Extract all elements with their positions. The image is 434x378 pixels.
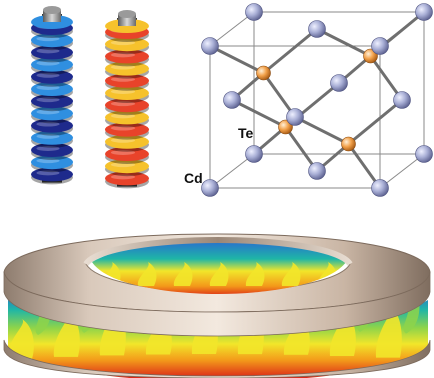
- cadmium-atom: [371, 37, 389, 55]
- cadmium-atom: [415, 145, 433, 163]
- tellurium-atom: [363, 48, 378, 64]
- orange-coil-turn-highlight: [110, 150, 136, 155]
- blue-coil-turn: [31, 82, 73, 96]
- cd-te-bond: [284, 125, 319, 173]
- orange-coil: [105, 10, 149, 189]
- cell-edge: [379, 153, 425, 189]
- orange-coil-turn: [105, 49, 149, 64]
- cadmium-atom: [371, 179, 389, 197]
- orange-coil-turn-highlight: [110, 162, 136, 168]
- blue-coil-turn-highlight: [36, 85, 60, 90]
- orange-coil-turn: [105, 37, 149, 52]
- cd-te-bond: [208, 44, 265, 75]
- atoms: [201, 3, 433, 197]
- blue-coil-turn: [31, 33, 73, 48]
- cadmium-atom: [330, 74, 348, 92]
- inner-plume: [281, 262, 301, 286]
- fluid-plume-yellow: [375, 305, 402, 358]
- inner-plume: [245, 262, 265, 286]
- cadmium-atom: [415, 3, 433, 21]
- tellurium-atom: [278, 119, 293, 135]
- inner-plume: [173, 262, 193, 286]
- orange-coil-turn: [105, 61, 149, 76]
- orange-coil-turn: [105, 98, 149, 113]
- blue-coil-turn: [31, 57, 73, 72]
- tellurium-atom: [256, 65, 271, 81]
- blue-coil-turn: [31, 94, 73, 109]
- blue-coil-turn: [31, 130, 73, 145]
- ring-upper-lip: [3, 271, 431, 337]
- blue-coil-turn-highlight: [36, 158, 60, 164]
- convection-ring: [3, 233, 431, 378]
- blue-coil-turn: [31, 118, 73, 133]
- blue-coil-turn-highlight: [36, 60, 60, 66]
- orange-coil-cap-top: [118, 10, 136, 18]
- orange-coil-turn-highlight: [110, 101, 136, 107]
- orange-coil-turn: [105, 122, 149, 137]
- crystal-structure: Te Cd: [184, 3, 433, 197]
- bonds: [208, 10, 426, 190]
- cd-te-bond: [347, 142, 382, 190]
- cd-te-bond: [262, 27, 319, 75]
- blue-coil-turn-highlight: [36, 133, 60, 139]
- cadmium-atom: [245, 3, 263, 21]
- cd-te-bond: [230, 98, 287, 129]
- tellurium-atom: [341, 136, 356, 152]
- blue-coil-turn: [31, 155, 73, 170]
- blue-coil-turn-highlight: [36, 72, 60, 78]
- cell-edge: [209, 153, 255, 189]
- cell-edge: [209, 11, 255, 47]
- cadmium-atom: [245, 145, 263, 163]
- blue-coil-turn: [31, 106, 73, 121]
- orange-coil-turn-highlight: [110, 52, 136, 58]
- orange-coil-turn: [105, 110, 149, 125]
- inner-plume: [137, 262, 157, 286]
- blue-coil-turn-highlight: [36, 121, 60, 127]
- cd-te-bond: [369, 54, 404, 102]
- blue-coil-cap-top: [43, 6, 61, 14]
- cadmium-atom: [393, 91, 411, 109]
- orange-coil-turn-highlight: [110, 76, 136, 82]
- cadmium-atom: [308, 20, 326, 38]
- cd-te-bond: [293, 115, 350, 146]
- blue-coil-turn: [31, 45, 73, 60]
- tellurium-label: Te: [238, 125, 254, 141]
- orange-coil-turn: [105, 171, 149, 186]
- cadmium-atom: [223, 91, 241, 109]
- cadmium-atom: [308, 162, 326, 180]
- orange-coil-turn-highlight: [110, 174, 136, 180]
- orange-coil-turn: [105, 86, 149, 100]
- orange-coil-turn-highlight: [110, 125, 136, 131]
- cd-te-bond: [347, 98, 404, 146]
- fluid-plume-yellow: [8, 318, 34, 359]
- blue-coil-turn-highlight: [36, 146, 60, 151]
- blue-coil-turn-highlight: [36, 48, 60, 54]
- blue-coil-turn: [31, 167, 73, 182]
- inner-plume: [209, 262, 229, 286]
- cadmium-atom: [286, 108, 304, 126]
- cadmium-label: Cd: [184, 170, 203, 186]
- cadmium-atom: [201, 179, 219, 197]
- blue-coil-turn: [31, 143, 73, 157]
- blue-coil-turn-highlight: [36, 109, 60, 115]
- blue-coil-turn-highlight: [36, 97, 60, 103]
- orange-coil-turn-highlight: [110, 113, 136, 119]
- orange-coil-turn: [105, 73, 149, 88]
- cd-te-bond: [262, 71, 297, 119]
- cd-te-bond: [315, 27, 372, 58]
- ring-bottom-rim: [3, 339, 431, 378]
- orange-coil-turn-highlight: [110, 89, 136, 94]
- blue-coil-turn-highlight: [36, 170, 60, 176]
- blue-coil-turn-highlight: [36, 36, 60, 42]
- orange-coil-turn: [105, 159, 149, 174]
- orange-coil-turn-highlight: [110, 40, 136, 46]
- orange-coil-turn: [105, 147, 149, 161]
- orange-coil-turn-highlight: [110, 64, 136, 70]
- blue-coil: [31, 6, 73, 185]
- orange-coil-turn: [105, 134, 149, 149]
- cadmium-atom: [201, 37, 219, 55]
- orange-coil-turn-highlight: [110, 137, 136, 143]
- blue-coil-turn: [31, 69, 73, 84]
